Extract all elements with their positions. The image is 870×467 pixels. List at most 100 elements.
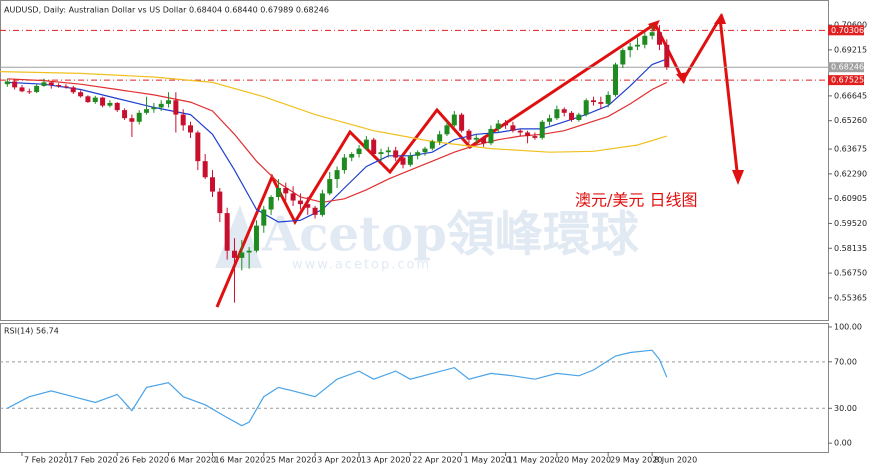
x-tick-label: 16 Mar 2020 bbox=[214, 456, 265, 465]
x-tick-label: 3 Apr 2020 bbox=[317, 456, 361, 465]
x-tick-label: 20 May 2020 bbox=[559, 456, 611, 465]
x-tick-label: 26 Feb 2020 bbox=[119, 456, 169, 465]
candle-body bbox=[275, 188, 281, 197]
rsi-title: RSI(14) 56.74 bbox=[4, 327, 59, 336]
candle-body bbox=[422, 148, 428, 153]
candle-body bbox=[4, 81, 10, 85]
candle-body bbox=[341, 157, 347, 171]
price-label: 0.68246 bbox=[831, 63, 864, 72]
candle-body bbox=[591, 100, 597, 103]
candle-body bbox=[188, 125, 194, 133]
rsi-panel bbox=[0, 323, 829, 453]
y-tick-label: 0.59520 bbox=[834, 219, 867, 228]
y-tick-label: 0.60905 bbox=[834, 194, 867, 203]
series-line bbox=[7, 78, 668, 203]
candle-body bbox=[26, 91, 32, 93]
candle-body bbox=[627, 46, 633, 51]
x-tick-label: 8 Jun 2020 bbox=[654, 456, 697, 465]
x-tick-label: 11 May 2020 bbox=[508, 456, 560, 465]
candle-body bbox=[122, 110, 128, 119]
price-label-box bbox=[828, 75, 864, 86]
candle-body bbox=[525, 132, 531, 137]
candle-body bbox=[85, 96, 91, 103]
candle-body bbox=[334, 170, 340, 180]
candle-body bbox=[70, 87, 76, 93]
x-tick-label: 13 Apr 2020 bbox=[361, 456, 410, 465]
series-line bbox=[7, 58, 668, 223]
candle-body bbox=[349, 153, 355, 158]
candle-body bbox=[180, 114, 186, 126]
y-tick-label: 100.00 bbox=[834, 322, 862, 331]
y-tick-label: 0.69215 bbox=[834, 45, 867, 54]
main-panel bbox=[0, 0, 829, 321]
candle-body bbox=[253, 225, 259, 251]
candle-body bbox=[136, 112, 142, 122]
candle-body bbox=[598, 102, 604, 104]
zigzag-path bbox=[215, 13, 740, 308]
candle-body bbox=[532, 136, 538, 138]
candle-body bbox=[481, 137, 487, 144]
candle-body bbox=[429, 141, 435, 149]
candle-body bbox=[473, 137, 479, 140]
candle-body bbox=[217, 191, 223, 214]
candle-body bbox=[554, 109, 560, 119]
arrow-head bbox=[676, 72, 688, 84]
candle-body bbox=[649, 32, 655, 36]
y-tick-label: 0.58135 bbox=[834, 244, 867, 253]
candle-body bbox=[613, 64, 619, 95]
candle-body bbox=[437, 134, 443, 142]
candle-body bbox=[400, 157, 406, 165]
y-tick-label: 0.55365 bbox=[834, 293, 867, 302]
candle-body bbox=[78, 92, 84, 97]
y-tick-label: 0.70600 bbox=[834, 21, 867, 30]
candle-body bbox=[576, 114, 582, 120]
candle-body bbox=[144, 109, 150, 113]
watermark-text: Acetop領峰環球 bbox=[261, 207, 640, 263]
candle-body bbox=[656, 32, 662, 45]
candle-body bbox=[634, 44, 640, 47]
series-line bbox=[0, 71, 667, 153]
candle-body bbox=[356, 148, 362, 154]
candle-body bbox=[488, 128, 494, 144]
candle-body bbox=[444, 125, 450, 135]
candle-body bbox=[92, 97, 98, 103]
candle-body bbox=[378, 152, 384, 154]
candle-body bbox=[620, 50, 626, 65]
price-label: 0.70306 bbox=[831, 26, 864, 35]
candle-body bbox=[495, 123, 501, 129]
candle-body bbox=[312, 207, 318, 215]
price-label-box bbox=[828, 25, 864, 36]
candle-body bbox=[466, 130, 472, 140]
candle-body bbox=[605, 94, 611, 104]
watermark-url: www.acetop.com bbox=[292, 258, 431, 273]
x-tick-label: 1 May 2020 bbox=[464, 456, 511, 465]
candle-body bbox=[547, 118, 553, 122]
candle-body bbox=[34, 85, 40, 93]
candle-body bbox=[283, 188, 289, 194]
candle-body bbox=[407, 155, 413, 165]
candle-body bbox=[290, 193, 296, 201]
x-tick-label: 17 Feb 2020 bbox=[68, 456, 118, 465]
watermark: Acetop領峰環球 www.acetop.com bbox=[215, 205, 640, 273]
x-tick-label: 7 Feb 2020 bbox=[24, 456, 69, 465]
candle-body bbox=[19, 87, 25, 92]
price-label-box bbox=[828, 62, 864, 73]
candle-body bbox=[459, 114, 465, 131]
candle-body bbox=[297, 200, 303, 205]
candle-body bbox=[363, 139, 369, 149]
candle-body bbox=[195, 132, 201, 162]
candle-body bbox=[239, 252, 245, 258]
candle-body bbox=[246, 250, 252, 253]
candle-body bbox=[393, 150, 399, 158]
candle-body bbox=[268, 196, 274, 210]
y-tick-label: 0.62290 bbox=[834, 169, 867, 178]
candle-body bbox=[371, 139, 377, 154]
annotation: 澳元/美元 日线图 bbox=[575, 191, 697, 210]
candle-body bbox=[173, 100, 179, 115]
candle-body bbox=[56, 85, 62, 87]
price-label: 0.67525 bbox=[831, 76, 864, 85]
candle-body bbox=[510, 125, 516, 131]
candle-body bbox=[319, 193, 325, 215]
candle-body bbox=[114, 102, 120, 111]
